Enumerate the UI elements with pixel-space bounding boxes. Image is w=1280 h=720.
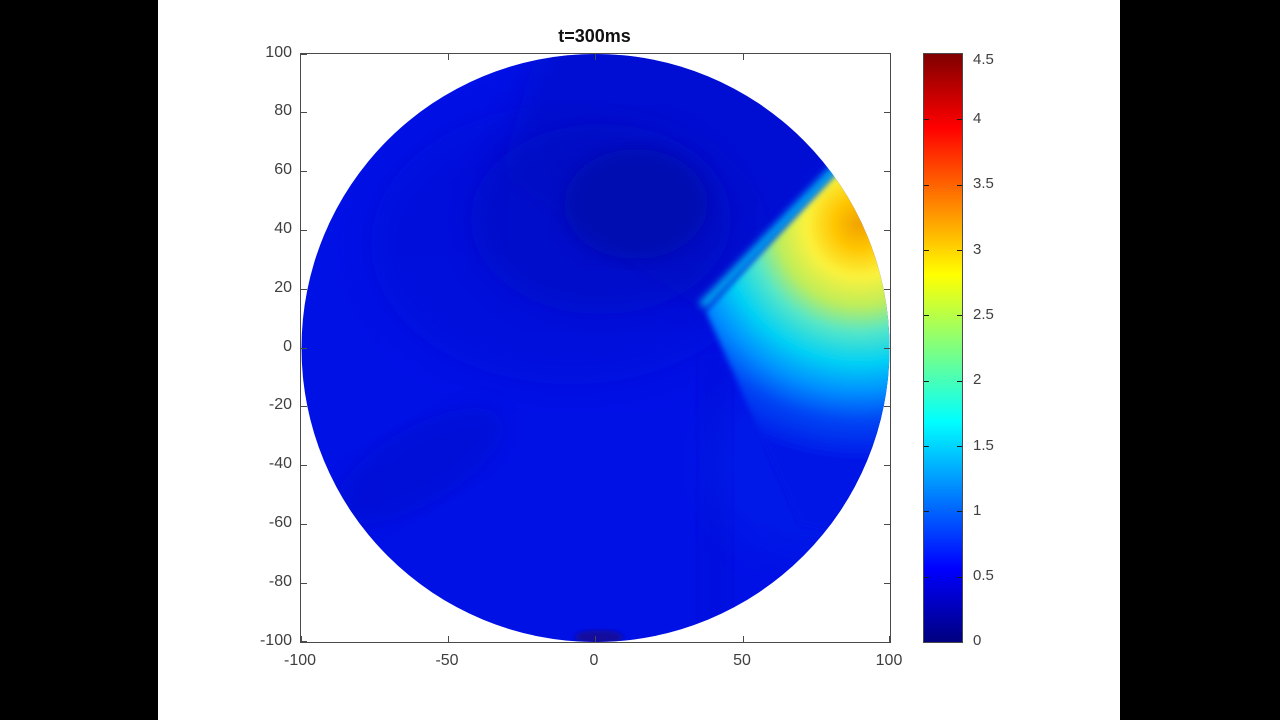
bottom-rim-notch [575,630,623,642]
x-tick [595,636,596,642]
x-tick-label: -50 [435,652,459,669]
colorbar-tick [924,511,929,512]
colorbar-tick [924,250,929,251]
letterbox-right [1120,0,1280,720]
y-tick [301,230,307,231]
x-tick [889,636,890,642]
y-tick-mirror [884,289,890,290]
y-tick-label: -20 [268,396,292,413]
y-tick-mirror [884,406,890,407]
colorbar-label: 2 [973,371,982,388]
y-tick-mirror [884,583,890,584]
y-tick-label: 100 [265,44,292,61]
colorbar-tick [924,577,929,578]
x-tick-label: 0 [589,652,599,669]
colorbar-label: 0 [973,632,982,649]
y-tick [301,289,307,290]
y-tick [301,54,307,55]
y-tick-mirror [884,524,890,525]
x-tick-label: 100 [875,652,903,669]
x-tick-label: -100 [283,652,317,669]
y-tick-label: -100 [259,632,292,649]
colorbar [923,53,963,643]
y-tick [301,406,307,407]
x-tick-mirror [595,54,596,60]
y-tick-mirror [884,230,890,231]
y-tick-label: 40 [274,220,292,237]
contour-disc [301,54,890,642]
central-dark-core [564,149,708,259]
y-tick [301,465,307,466]
y-tick-label: 80 [274,102,292,119]
y-tick-label: 60 [274,161,292,178]
colorbar-tick [957,315,962,316]
y-tick-label: 20 [274,279,292,296]
x-tick [301,636,302,642]
colorbar-label: 0.5 [973,567,994,584]
colorbar-tick [957,119,962,120]
y-tick-label: 0 [283,338,292,355]
colorbar-label: 1.5 [973,437,994,454]
y-tick-label: -40 [268,455,292,472]
colorbar-tick [957,250,962,251]
letterbox-left [0,0,158,720]
colorbar-label: 4.5 [973,51,994,68]
colorbar-tick [957,381,962,382]
x-tick-mirror [743,54,744,60]
colorbar-tick [957,511,962,512]
colorbar-tick [957,577,962,578]
colorbar-tick [924,315,929,316]
colorbar-label: 1 [973,502,982,519]
plot-area [300,53,891,643]
colorbar-tick [924,381,929,382]
y-tick-mirror [884,465,890,466]
colorbar-tick [957,446,962,447]
y-tick [301,524,307,525]
colorbar-label: 3.5 [973,175,994,192]
x-tick-mirror [448,54,449,60]
y-tick-mirror [884,112,890,113]
y-tick [301,112,307,113]
x-tick [743,636,744,642]
y-tick-label: -60 [268,514,292,531]
colorbar-tick [957,185,962,186]
y-tick [301,171,307,172]
y-tick-mirror [884,171,890,172]
colorbar-label: 4 [973,110,982,127]
y-tick-label: -80 [268,573,292,590]
figure-canvas: t=300ms [158,0,1120,720]
colorbar-tick [924,119,929,120]
y-tick [301,641,307,642]
colorbar-tick [924,185,929,186]
x-tick-label: 50 [733,652,751,669]
colorbar-label: 3 [973,241,982,258]
lower-left-dark-streak [334,408,504,524]
hotspot-plume [706,114,890,554]
colorbar-tick [924,446,929,447]
y-tick [301,348,307,349]
plot-title: t=300ms [558,26,631,46]
y-tick [301,583,307,584]
x-tick [448,636,449,642]
y-tick-mirror [884,348,890,349]
colorbar-label: 2.5 [973,306,994,323]
